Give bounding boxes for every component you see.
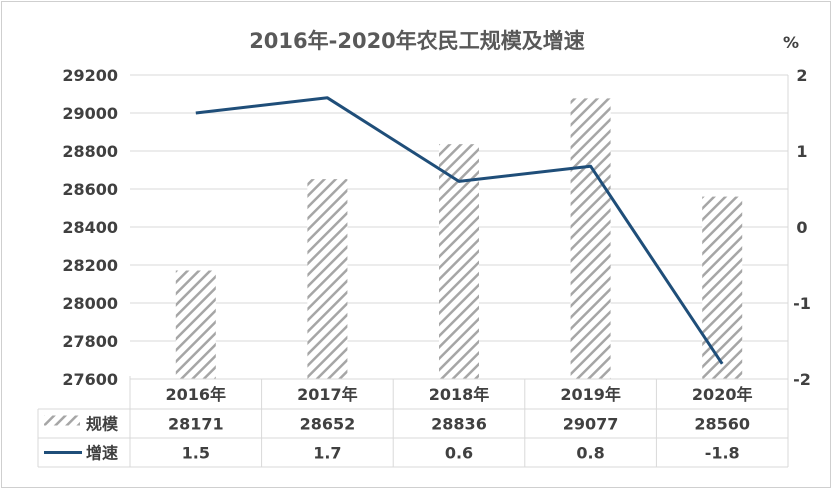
category-label: 2017年: [297, 385, 358, 404]
left-tick-label: 27600: [62, 370, 118, 389]
right-tick-label: 2: [796, 66, 807, 85]
bar: [175, 270, 216, 379]
left-tick-label: 29200: [62, 66, 118, 85]
bar: [439, 144, 479, 379]
right-tick-label: -2: [793, 370, 811, 389]
bar-value-cell: 29077: [563, 415, 619, 434]
growth-line: [195, 96, 724, 365]
bar-value-cell: 28560: [694, 415, 750, 434]
left-tick-label: 28200: [62, 256, 118, 275]
left-tick-label: 28000: [62, 294, 118, 313]
category-label: 2016年: [166, 385, 227, 404]
line-value-cell: -1.8: [705, 444, 740, 463]
right-tick-label: 1: [796, 142, 807, 161]
right-axis-ticks: -2 -1 0 1 2: [793, 66, 811, 389]
right-tick-label: -1: [793, 294, 811, 313]
line-value-cell: 1.5: [182, 444, 210, 463]
bar: [570, 98, 611, 380]
category-label: 2018年: [429, 385, 490, 404]
line-value-cell: 1.7: [313, 444, 341, 463]
bar-value-cell: 28652: [300, 415, 356, 434]
bar-value-cell: 28171: [168, 415, 224, 434]
bar-legend-key: [44, 415, 80, 426]
category-label: 2020年: [692, 385, 753, 404]
line-value-cell: 0.8: [576, 444, 604, 463]
line-series-name: 增速: [86, 444, 118, 463]
left-tick-label: 28800: [62, 142, 118, 161]
left-tick-label: 28600: [62, 180, 118, 199]
bar: [702, 196, 743, 379]
bar: [307, 179, 348, 379]
data-table: 2016年 28171 1.5 2017年 28652 1.7 2018年 28836 0.6 2…: [37, 75, 789, 468]
category-label: 2019年: [560, 385, 621, 404]
chart-title: 2016年-2020年农民工规模及增速: [249, 29, 585, 53]
right-axis-unit: %: [783, 33, 799, 52]
bar-series-name: 规模: [86, 415, 119, 434]
bar-series: [175, 98, 743, 380]
right-tick-label: 0: [796, 218, 807, 237]
left-tick-label: 28400: [62, 218, 118, 237]
bar-value-cell: 28836: [431, 415, 487, 434]
left-axis-ticks: 27600 27800 28000 28200 28400 28600 28800 29000…: [62, 66, 118, 389]
left-tick-label: 29000: [62, 104, 118, 123]
left-tick-label: 27800: [62, 332, 118, 351]
line-series: [195, 96, 724, 365]
line-value-cell: 0.6: [445, 444, 473, 463]
